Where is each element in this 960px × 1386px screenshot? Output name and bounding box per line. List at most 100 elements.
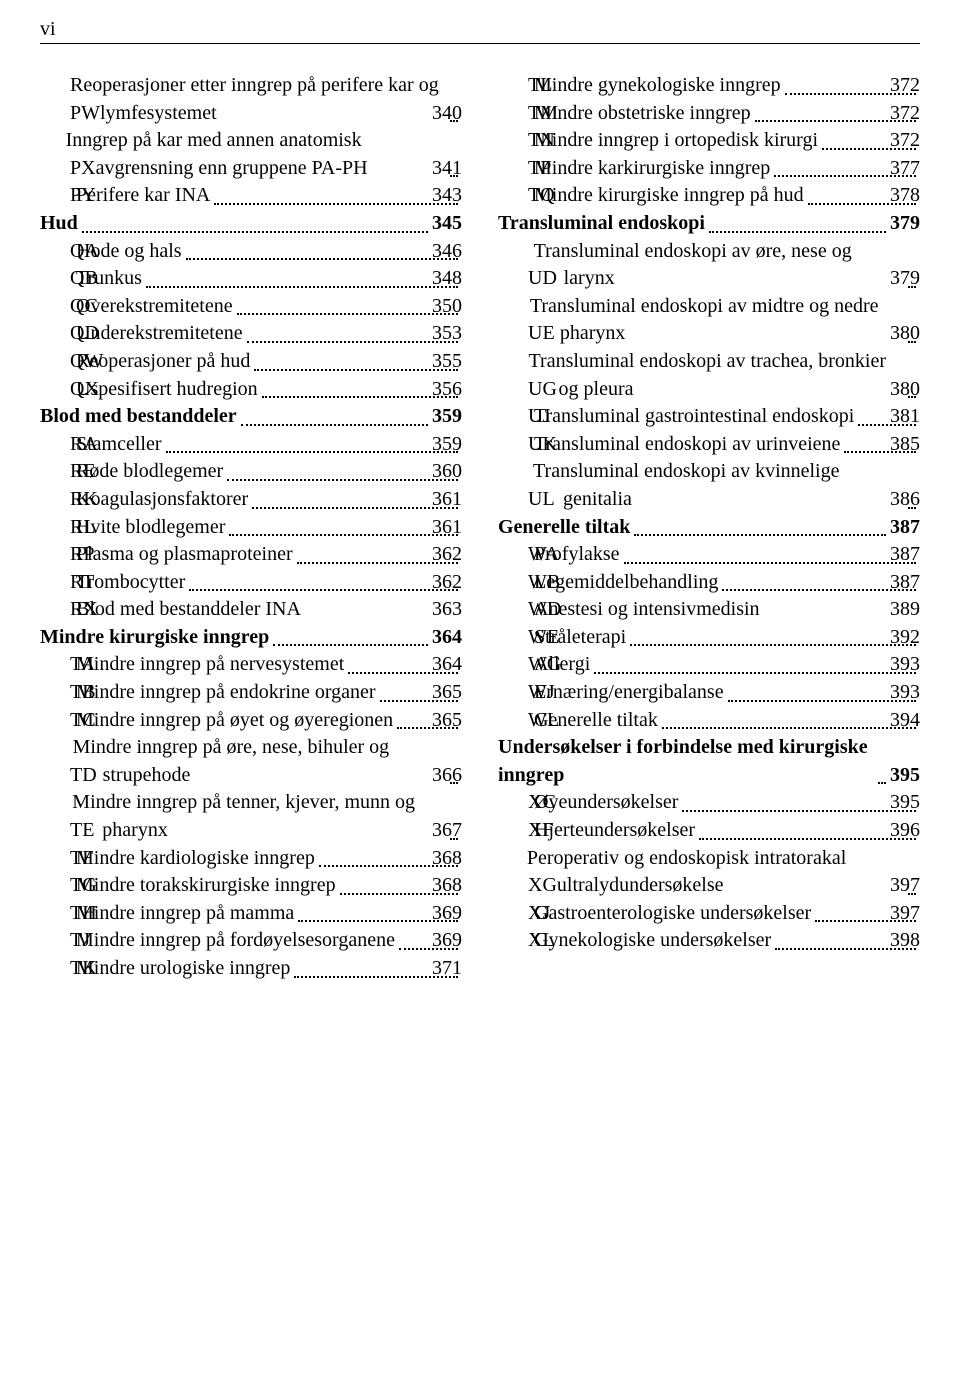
toc-entry-label: Anestesi og intensivmedisin xyxy=(564,596,760,624)
toc-entry-label: Mindre karkirurgiske inngrep xyxy=(564,155,770,183)
toc-entry-label: Hjerteundersøkelser xyxy=(564,817,695,845)
toc-entry-label: Reoperasjoner på hud xyxy=(106,348,250,376)
toc-heading-label: Blod med bestanddeler xyxy=(40,403,237,431)
toc-code: XG xyxy=(528,872,557,900)
toc-entry: TCMindre inngrep på øyet og øyeregionen3… xyxy=(40,707,462,735)
leader-dots xyxy=(252,487,458,509)
toc-code: UL xyxy=(528,486,563,514)
toc-entry: WDAnestesi og intensivmedisin389 xyxy=(498,596,920,624)
toc-entry-label: Ernæring/energibalanse xyxy=(564,679,724,707)
toc-entry-label: Mindre inngrep på tenner, kjever, munn o… xyxy=(102,789,446,844)
leader-dots xyxy=(247,321,458,343)
leader-dots xyxy=(262,376,458,398)
toc-entry-label: Transluminal endoskopi av midtre og nedr… xyxy=(560,293,904,348)
leader-dots xyxy=(634,514,886,536)
toc-code: TE xyxy=(70,817,102,845)
toc-entry: QXUspesifisert hudregion356 xyxy=(40,376,462,404)
toc-entry: WLGenerelle tiltak394 xyxy=(498,707,920,735)
toc-heading-label: Generelle tiltak xyxy=(498,514,630,542)
leader-dots xyxy=(82,211,428,233)
toc-entry: THMindre inngrep på mamma369 xyxy=(40,900,462,928)
page-number-header: vi xyxy=(40,18,920,44)
toc-entry: UGTransluminal endoskopi av trachea, bro… xyxy=(498,348,920,403)
toc-entry-label: Gastroenterologiske undersøkelser xyxy=(564,900,811,928)
toc-entry-label: Legemiddelbehandling xyxy=(564,569,718,597)
toc-entry: ULTransluminal endoskopi av kvinnelige g… xyxy=(498,458,920,513)
toc-entry-label: Transluminal endoskopi av øre, nese og l… xyxy=(564,238,904,293)
leader-dots xyxy=(594,652,916,674)
toc-entry: QCOverekstremitetene350 xyxy=(40,293,462,321)
leader-dots xyxy=(229,514,458,536)
leader-dots xyxy=(709,211,886,233)
toc-entry: TAMindre inngrep på nervesystemet364 xyxy=(40,651,462,679)
toc-code: UG xyxy=(528,376,559,404)
toc-code: PW xyxy=(70,100,100,128)
toc-entry-label: Plasma og plasmaproteiner xyxy=(106,541,293,569)
toc-entry: UETransluminal endoskopi av midtre og ne… xyxy=(498,293,920,348)
toc-entry-label: Mindre torakskirurgiske inngrep xyxy=(106,872,336,900)
toc-code: TD xyxy=(70,762,103,790)
toc-entry-label: Profylakse xyxy=(564,541,620,569)
leader-dots xyxy=(214,183,458,205)
toc-entry: TLMindre gynekologiske inngrep372 xyxy=(498,72,920,100)
toc-entry: TJMindre inngrep på fordøyelsesorganene3… xyxy=(40,927,462,955)
toc-entry: PYPerifere kar INA343 xyxy=(40,182,462,210)
leader-dots xyxy=(237,293,458,315)
toc-entry-label: Mindre inngrep på øre, nese, bihuler og … xyxy=(103,734,446,789)
toc-entry-label: Mindre urologiske inngrep xyxy=(106,955,290,983)
toc-heading: Blod med bestanddeler359 xyxy=(40,403,462,431)
leader-dots xyxy=(722,569,916,591)
page: vi PWReoperasjoner etter inngrep på peri… xyxy=(0,0,960,1386)
leader-dots xyxy=(241,404,428,426)
toc-entry: TGMindre torakskirurgiske inngrep368 xyxy=(40,872,462,900)
toc-entry-label: Transluminal endoskopi av urinveiene xyxy=(564,431,840,459)
leader-dots xyxy=(624,542,916,564)
toc-entry-label: Koagulasjonsfaktorer xyxy=(106,486,248,514)
toc-entry: UKTransluminal endoskopi av urinveiene38… xyxy=(498,431,920,459)
toc-entry-label: Transluminal endoskopi av trachea, bronk… xyxy=(559,348,904,403)
leader-dots xyxy=(254,349,458,371)
toc-entry: WGAllergi393 xyxy=(498,651,920,679)
toc-entry: XGPeroperativ og endoskopisk intratoraka… xyxy=(498,845,920,900)
toc-entry: TFMindre kardiologiske inngrep368 xyxy=(40,845,462,873)
toc-entry: RKKoagulasjonsfaktorer361 xyxy=(40,486,462,514)
leader-dots xyxy=(189,569,458,591)
toc-heading: Transluminal endoskopi379 xyxy=(498,210,920,238)
toc-entry-label: Øyeundersøkelser xyxy=(564,789,678,817)
toc-entry-label: Mindre kirurgiske inngrep på hud xyxy=(564,182,804,210)
toc-entry-label: Mindre inngrep på nervesystemet xyxy=(106,651,344,679)
toc-entry-label: Stråleterapi xyxy=(564,624,626,652)
toc-entry-label: Hode og hals xyxy=(106,238,182,266)
toc-entry-label: Røde blodlegemer xyxy=(106,458,223,486)
toc-entry: RERøde blodlegemer360 xyxy=(40,458,462,486)
toc-entry: TPMindre karkirurgiske inngrep377 xyxy=(498,155,920,183)
toc-entry-label: Perifere kar INA xyxy=(106,182,210,210)
toc-entry-label: Mindre obstetriske inngrep xyxy=(564,100,751,128)
toc-entry: RXBlod med bestanddeler INA363 xyxy=(40,596,462,624)
toc-entry: RAStamceller359 xyxy=(40,431,462,459)
toc-right-column: TLMindre gynekologiske inngrep372TMMindr… xyxy=(498,72,920,983)
toc-page-number: 387 xyxy=(890,514,920,542)
toc-entry-label: Inngrep på kar med annen anatomisk avgre… xyxy=(96,127,446,182)
toc-entry: XCØyeundersøkelser395 xyxy=(498,789,920,817)
toc-entry-label: Mindre inngrep på øyet og øyeregionen xyxy=(106,707,393,735)
toc-entry: TQMindre kirurgiske inngrep på hud378 xyxy=(498,182,920,210)
toc-entry-label: Underekstremitetene xyxy=(106,320,243,348)
toc-entry: WJErnæring/energibalanse393 xyxy=(498,679,920,707)
toc-entry: PXInngrep på kar med annen anatomisk avg… xyxy=(40,127,462,182)
toc-entry: QAHode og hals346 xyxy=(40,238,462,266)
toc-entry: XJGastroenterologiske undersøkelser397 xyxy=(498,900,920,928)
toc-code: UE xyxy=(528,320,560,348)
leader-dots xyxy=(273,624,428,646)
toc-entry-label: Trunkus xyxy=(106,265,142,293)
toc-entry: TEMindre inngrep på tenner, kjever, munn… xyxy=(40,789,462,844)
toc-entry: RTTrombocytter362 xyxy=(40,569,462,597)
page-number: vi xyxy=(40,18,56,40)
toc-entry-label: Mindre kardiologiske inngrep xyxy=(106,845,315,873)
toc-entry: UJTransluminal gastrointestinal endoskop… xyxy=(498,403,920,431)
toc-entry-label: Hvite blodlegemer xyxy=(106,514,225,542)
leader-dots xyxy=(227,459,458,481)
toc-entry: TMMindre obstetriske inngrep372 xyxy=(498,100,920,128)
toc-entry: PWReoperasjoner etter inngrep på perifer… xyxy=(40,72,462,127)
leader-dots xyxy=(186,238,458,260)
